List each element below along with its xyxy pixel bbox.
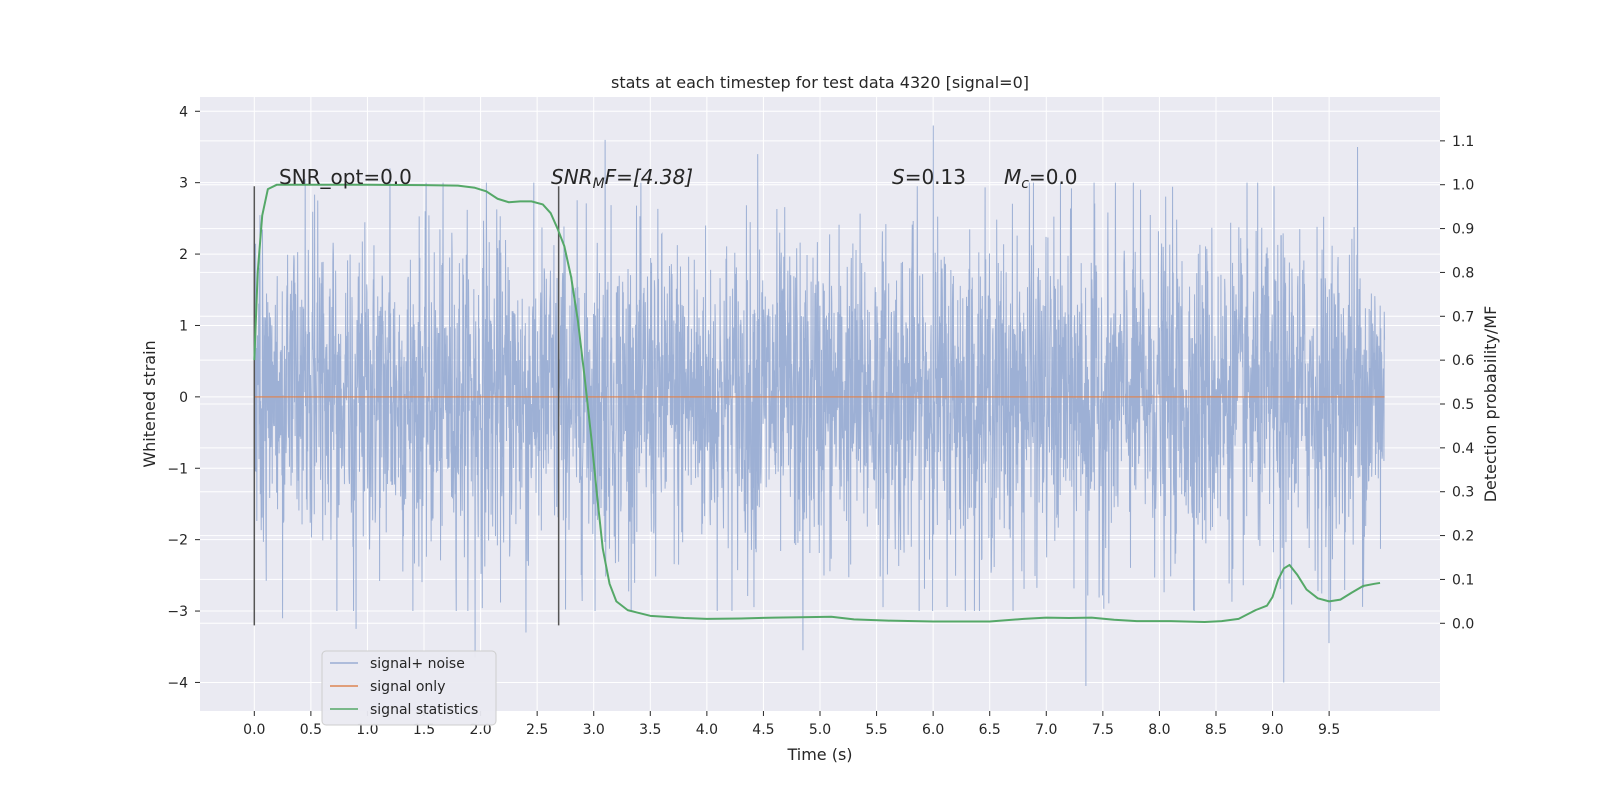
x-tick-label: 4.0 bbox=[696, 722, 718, 738]
y-tick-label-right: 0.5 bbox=[1452, 397, 1474, 413]
annotation-mc: Mc=0.0 bbox=[1004, 165, 1078, 192]
x-tick-label: 7.0 bbox=[1035, 722, 1057, 738]
x-tick-label: 1.0 bbox=[356, 722, 378, 738]
axis-ticks: 0.0 0.5 1.0 1.5 2.0 2.5 3.0 3.5 4.0 4.5 5.0 5.5 6.0 6… bbox=[167, 104, 1474, 738]
legend-label-signal-noise: signal+ noise bbox=[370, 656, 465, 672]
x-tick-label: 5.5 bbox=[865, 722, 887, 738]
y-tick-label-left: −4 bbox=[167, 675, 188, 691]
y-tick-label-right: 1.0 bbox=[1452, 178, 1474, 194]
x-tick-label: 9.5 bbox=[1318, 722, 1340, 738]
legend-label-signal-only: signal only bbox=[370, 679, 445, 695]
legend: signal+ noise signal only signal statist… bbox=[321, 650, 497, 726]
legend-label-signal-statistics: signal statistics bbox=[370, 702, 478, 718]
x-tick-label: 6.0 bbox=[922, 722, 944, 738]
y-tick-label-right: 0.6 bbox=[1452, 353, 1474, 369]
x-tick-label: 8.5 bbox=[1205, 722, 1227, 738]
x-tick-label: 2.5 bbox=[526, 722, 548, 738]
x-tick-label: 3.0 bbox=[583, 722, 605, 738]
y-tick-label-left: 0 bbox=[179, 390, 188, 406]
y-tick-label-right: 0.7 bbox=[1452, 309, 1474, 325]
y-tick-label-right: 1.1 bbox=[1452, 134, 1474, 150]
y-tick-label-right: 0.8 bbox=[1452, 265, 1474, 281]
y-tick-label-right: 0.9 bbox=[1452, 222, 1474, 238]
annotation-snr-mf: SNRMF=[4.38] bbox=[551, 165, 693, 192]
x-tick-label: 1.5 bbox=[413, 722, 435, 738]
signal-statistics-line bbox=[253, 183, 1381, 623]
x-tick-label: 0.0 bbox=[243, 722, 265, 738]
x-axis-label: Time (s) bbox=[786, 745, 852, 764]
y-tick-label-left: 2 bbox=[179, 247, 188, 263]
signal-statistics-series bbox=[253, 183, 1381, 623]
signal-noise-line bbox=[253, 125, 1386, 687]
y-tick-label-left: 1 bbox=[179, 318, 188, 334]
y-tick-label-left: −2 bbox=[167, 533, 188, 549]
y-tick-label-right: 0.1 bbox=[1452, 572, 1474, 588]
y-tick-label-left: −3 bbox=[167, 604, 188, 620]
vertical-markers bbox=[253, 186, 560, 626]
annotation-s: S=0.13 bbox=[892, 165, 966, 189]
x-tick-label: 0.5 bbox=[300, 722, 322, 738]
y-tick-label-right: 0.3 bbox=[1452, 485, 1474, 501]
x-tick-label: 9.0 bbox=[1261, 722, 1283, 738]
y-axis-label-left: Whitened strain bbox=[140, 340, 159, 467]
y-tick-label-right: 0.0 bbox=[1452, 616, 1474, 632]
annotation-snr-opt: SNR_opt=0.0 bbox=[279, 165, 412, 189]
y-tick-label-left: 3 bbox=[179, 176, 188, 192]
x-tick-label: 3.5 bbox=[639, 722, 661, 738]
x-tick-label: 7.5 bbox=[1092, 722, 1114, 738]
y-tick-label-left: 4 bbox=[179, 104, 188, 120]
x-tick-label: 5.0 bbox=[809, 722, 831, 738]
x-tick-label: 4.5 bbox=[752, 722, 774, 738]
x-tick-label: 6.5 bbox=[979, 722, 1001, 738]
y-tick-label-right: 0.4 bbox=[1452, 441, 1474, 457]
y-tick-label-left: −1 bbox=[167, 461, 188, 477]
y-tick-label-right: 0.2 bbox=[1452, 529, 1474, 545]
chart-title: stats at each timestep for test data 432… bbox=[611, 73, 1029, 92]
y-axis-label-right: Detection probability/MF bbox=[1481, 306, 1500, 503]
legend-box bbox=[321, 650, 497, 726]
signal-noise-series bbox=[253, 125, 1386, 687]
x-tick-label: 2.0 bbox=[469, 722, 491, 738]
x-tick-label: 8.0 bbox=[1148, 722, 1170, 738]
